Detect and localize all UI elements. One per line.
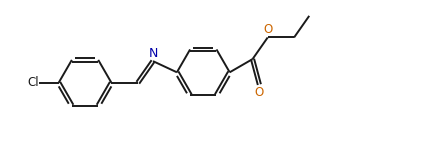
Text: O: O — [255, 86, 264, 99]
Text: O: O — [263, 23, 272, 36]
Text: N: N — [148, 47, 158, 60]
Text: Cl: Cl — [27, 76, 39, 89]
